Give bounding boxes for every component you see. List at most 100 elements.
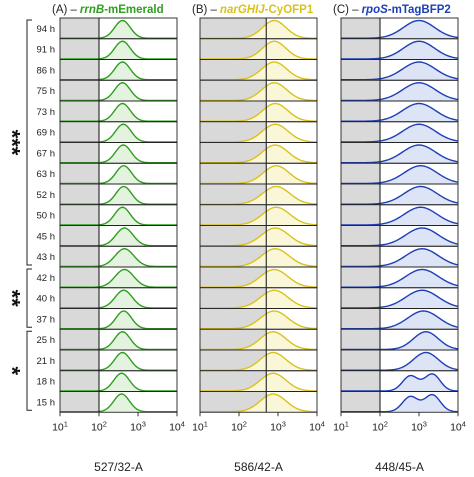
histogram-row-frame bbox=[59, 391, 178, 413]
histogram-curve bbox=[200, 185, 318, 205]
significance-bracket bbox=[26, 268, 32, 328]
gate-shade bbox=[200, 38, 267, 60]
gate-shade bbox=[200, 370, 267, 392]
histogram-fill bbox=[60, 20, 177, 39]
time-label: 63 h bbox=[37, 169, 56, 180]
gate-shade bbox=[60, 225, 99, 247]
histogram-curve bbox=[341, 165, 459, 185]
time-label: 45 h bbox=[37, 231, 56, 242]
panel-title: (C) – rpoS-mTagBFP2 bbox=[333, 4, 451, 16]
gate-shade bbox=[200, 142, 267, 164]
histogram-curve bbox=[341, 373, 459, 392]
histogram-curve bbox=[341, 19, 459, 39]
gate-shade bbox=[200, 308, 267, 330]
x-tick-base: 10 bbox=[91, 421, 103, 433]
histogram-fill bbox=[341, 269, 458, 288]
histogram-fill bbox=[200, 186, 317, 205]
histogram-fill bbox=[200, 248, 317, 267]
x-tick-label: 104 bbox=[309, 419, 325, 433]
histogram-curve bbox=[60, 144, 177, 164]
histogram-curve bbox=[200, 144, 318, 164]
significance-stars: * bbox=[0, 366, 25, 375]
histogram-curve bbox=[60, 40, 177, 60]
histogram-fill bbox=[60, 165, 177, 184]
histogram-curve bbox=[341, 82, 459, 102]
histogram-curve bbox=[200, 227, 318, 247]
histogram-curve bbox=[341, 40, 459, 60]
histogram-row-frame bbox=[340, 391, 459, 413]
panel-title-letter: (B) – bbox=[192, 4, 218, 16]
x-tick-base: 10 bbox=[52, 421, 64, 433]
histogram-curve bbox=[200, 351, 318, 371]
gate-shade bbox=[341, 246, 380, 267]
histogram-fill bbox=[60, 394, 177, 412]
x-tick-exponent: 1 bbox=[64, 419, 68, 428]
panel-title-gene: narGHIJ bbox=[220, 4, 265, 16]
histogram-fill bbox=[200, 82, 317, 101]
x-tick-base: 10 bbox=[411, 421, 423, 433]
significance-bracket bbox=[26, 330, 32, 411]
time-label: 75 h bbox=[37, 86, 56, 97]
histogram-curve bbox=[200, 61, 318, 81]
histogram-curve bbox=[60, 165, 177, 185]
time-label: 25 h bbox=[37, 335, 56, 346]
histogram-fill bbox=[341, 394, 458, 412]
time-label: 40 h bbox=[37, 294, 56, 305]
histogram-fill bbox=[60, 352, 177, 371]
time-label: 43 h bbox=[37, 252, 56, 263]
x-tick-label: 102 bbox=[372, 419, 388, 433]
gate-shade bbox=[200, 18, 267, 39]
gate-shade bbox=[200, 204, 267, 226]
histogram-curve bbox=[60, 331, 177, 351]
panel-title: (B) – narGHIJ-CyOFP1 bbox=[192, 4, 314, 16]
panel-title-gene: rpoS bbox=[362, 4, 389, 16]
histogram-curve bbox=[60, 393, 177, 413]
histogram-curve bbox=[341, 206, 459, 226]
gate-shade bbox=[200, 287, 267, 309]
panel-title-gene: rrnB bbox=[80, 4, 104, 16]
histogram-curve bbox=[341, 248, 459, 268]
gate-shade bbox=[341, 80, 380, 101]
gate-shade bbox=[60, 142, 99, 164]
histogram-fill bbox=[60, 103, 177, 122]
time-label: 18 h bbox=[37, 377, 56, 388]
histogram-curve bbox=[341, 289, 459, 309]
x-tick-label: 101 bbox=[52, 419, 68, 433]
x-tick-label: 103 bbox=[130, 419, 146, 433]
x-tick-label: 104 bbox=[169, 419, 185, 433]
histogram-curve bbox=[200, 393, 318, 413]
x-axis-label: 586/42-A bbox=[234, 460, 283, 474]
gate-shade bbox=[200, 350, 267, 371]
histogram-curve bbox=[60, 248, 177, 268]
histogram-fill bbox=[341, 145, 458, 163]
histogram-curve bbox=[200, 40, 318, 60]
histogram-curve bbox=[341, 102, 459, 122]
histogram-curve bbox=[200, 206, 318, 226]
gate-shade bbox=[341, 267, 380, 288]
histogram-fill bbox=[200, 62, 317, 80]
histogram-curve bbox=[60, 289, 177, 309]
gate-shade bbox=[341, 329, 380, 350]
x-tick-exponent: 4 bbox=[321, 419, 325, 428]
histogram-curve bbox=[200, 19, 318, 39]
histogram-fill bbox=[341, 207, 458, 225]
histogram-fill bbox=[60, 207, 177, 225]
gate-shade bbox=[341, 121, 380, 143]
x-tick-exponent: 3 bbox=[142, 419, 146, 428]
histogram-curve bbox=[60, 372, 177, 392]
x-tick-base: 10 bbox=[450, 421, 462, 433]
histogram-curve bbox=[200, 310, 318, 330]
gate-shade bbox=[200, 225, 267, 247]
gate-shade bbox=[341, 204, 380, 226]
histogram-fill bbox=[200, 41, 317, 59]
gate-shade bbox=[341, 38, 380, 60]
x-tick-base: 10 bbox=[169, 421, 181, 433]
histogram-fill bbox=[60, 228, 177, 246]
x-tick-base: 10 bbox=[309, 421, 321, 433]
gate-shade bbox=[60, 308, 99, 330]
significance-stars: ** bbox=[0, 290, 25, 308]
panel-title-reporter: -mTagBFP2 bbox=[388, 4, 451, 16]
histogram-fill bbox=[341, 165, 458, 184]
time-label: 52 h bbox=[37, 190, 56, 201]
histogram-fill bbox=[341, 124, 458, 142]
